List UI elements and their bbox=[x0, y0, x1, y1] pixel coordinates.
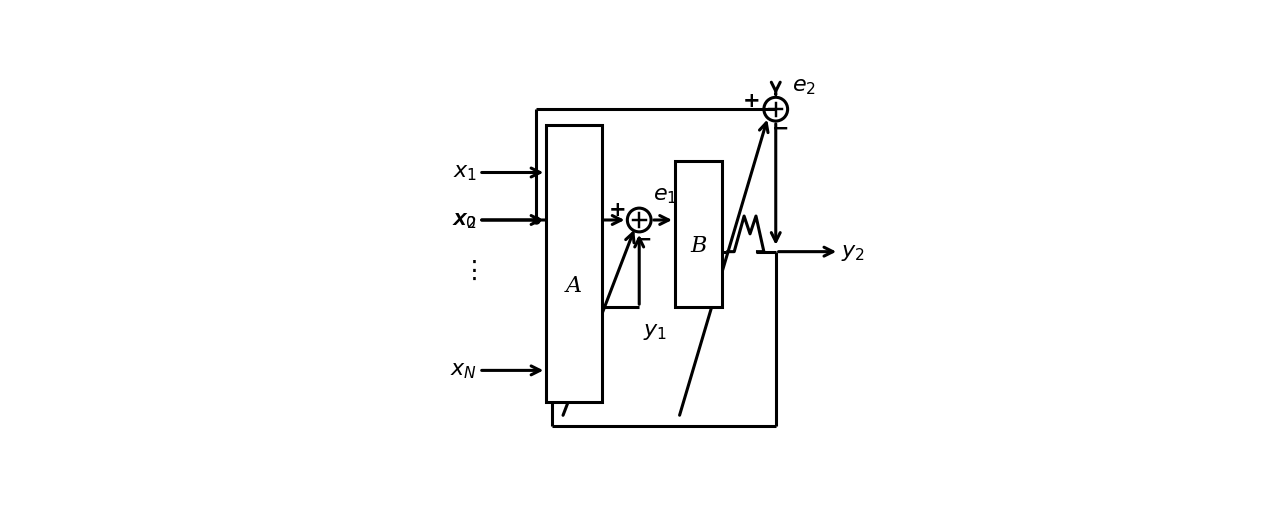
Text: −: − bbox=[772, 119, 790, 139]
Text: $x_1$: $x_1$ bbox=[453, 161, 477, 183]
Bar bbox=[546, 125, 601, 402]
Text: $y_1$: $y_1$ bbox=[644, 320, 667, 342]
Text: A: A bbox=[565, 274, 582, 297]
Text: B: B bbox=[691, 234, 706, 256]
Text: $y_2$: $y_2$ bbox=[841, 241, 865, 263]
Text: $e_2$: $e_2$ bbox=[791, 75, 815, 97]
Text: $x_N$: $x_N$ bbox=[450, 359, 477, 381]
Bar bbox=[674, 160, 722, 307]
Text: $x_0$: $x_0$ bbox=[453, 209, 477, 231]
Text: $e_1$: $e_1$ bbox=[653, 184, 677, 206]
Text: +: + bbox=[609, 200, 627, 220]
Text: +: + bbox=[744, 91, 760, 111]
Text: −: − bbox=[635, 230, 653, 250]
Text: $\vdots$: $\vdots$ bbox=[462, 260, 477, 283]
Text: $x_2$: $x_2$ bbox=[453, 209, 477, 231]
